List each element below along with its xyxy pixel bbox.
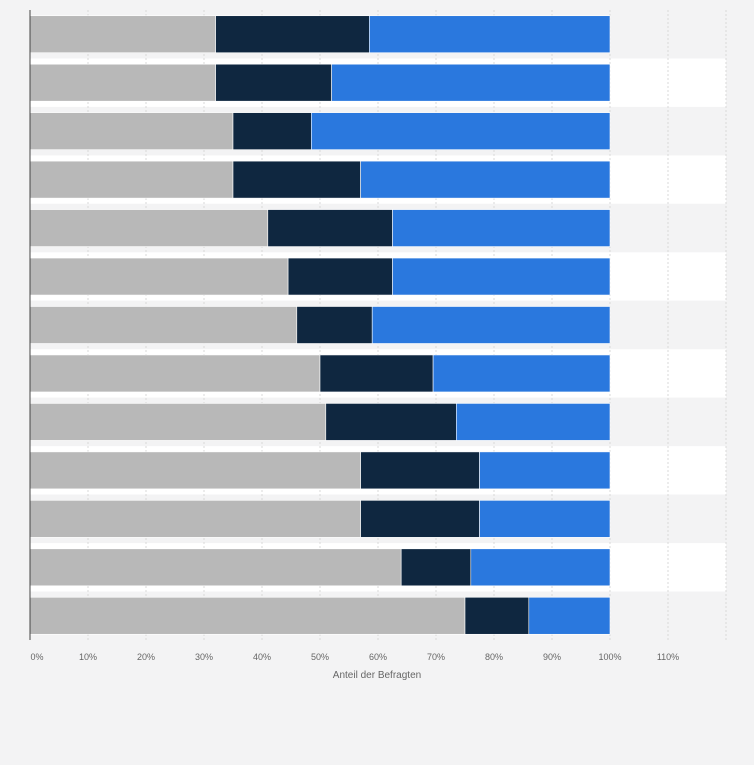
bar-segment-series-3 bbox=[392, 257, 611, 296]
bar-segment-series-1 bbox=[29, 596, 466, 635]
x-tick-label: 60% bbox=[369, 652, 387, 662]
bar-segment-series-2 bbox=[360, 451, 480, 490]
x-axis-label: Anteil der Befragten bbox=[333, 670, 421, 681]
bars bbox=[29, 15, 611, 635]
x-tick-label: 50% bbox=[311, 652, 329, 662]
bar-segment-series-3 bbox=[368, 15, 611, 54]
bar-segment-series-1 bbox=[29, 160, 234, 199]
x-tick-label: 70% bbox=[427, 652, 445, 662]
x-tick-label: 40% bbox=[253, 652, 271, 662]
bar-segment-series-3 bbox=[479, 500, 611, 538]
bar-segment-series-3 bbox=[310, 112, 611, 150]
bar-segment-series-1 bbox=[29, 548, 402, 587]
x-tick-label: 90% bbox=[543, 652, 561, 662]
bar-segment-series-1 bbox=[29, 15, 216, 54]
bar-segment-series-3 bbox=[432, 354, 611, 393]
x-tick-label: 80% bbox=[485, 652, 503, 662]
x-axis: 0% 10% 20% 30% 40% 50% 60% 70% 80% 90% 100% 110% bbox=[29, 10, 679, 662]
bar-segment-series-2 bbox=[464, 596, 530, 635]
bar-segment-series-1 bbox=[29, 354, 321, 393]
bar-segment-series-2 bbox=[287, 257, 393, 296]
bar-segment-series-1 bbox=[29, 403, 327, 441]
bar-segment-series-3 bbox=[331, 63, 611, 102]
bar-segment-series-2 bbox=[232, 160, 361, 199]
bar-segment-series-2 bbox=[267, 209, 393, 247]
bar-segment-series-1 bbox=[29, 112, 234, 150]
x-tick-label: 0% bbox=[30, 652, 43, 662]
bar-segment-series-1 bbox=[29, 63, 216, 102]
x-tick-label: 100% bbox=[598, 652, 621, 662]
bar-segment-series-3 bbox=[371, 306, 611, 344]
bar-segment-series-3 bbox=[528, 596, 611, 635]
bar-segment-series-2 bbox=[325, 403, 457, 441]
bar-segment-series-3 bbox=[470, 548, 611, 587]
bar-segment-series-3 bbox=[455, 403, 611, 441]
x-tick-label: 20% bbox=[137, 652, 155, 662]
x-tick-label: 110% bbox=[657, 652, 679, 662]
bar-segment-series-1 bbox=[29, 500, 361, 538]
bar-segment-series-1 bbox=[29, 209, 269, 247]
x-tick-label: 10% bbox=[79, 652, 97, 662]
bar-segment-series-2 bbox=[296, 306, 373, 344]
bar-segment-series-2 bbox=[400, 548, 472, 587]
bar-segment-series-3 bbox=[479, 451, 611, 490]
bar-segment-series-3 bbox=[360, 160, 611, 199]
bar-segment-series-2 bbox=[360, 500, 480, 538]
bar-segment-series-1 bbox=[29, 257, 289, 296]
bar-segment-series-1 bbox=[29, 306, 298, 344]
bar-segment-series-2 bbox=[319, 354, 434, 393]
bar-segment-series-2 bbox=[232, 112, 312, 150]
bar-segment-series-1 bbox=[29, 451, 361, 490]
x-tick-label: 30% bbox=[195, 652, 213, 662]
bar-segment-series-2 bbox=[215, 63, 332, 102]
bar-segment-series-2 bbox=[215, 15, 370, 54]
bar-segment-series-3 bbox=[392, 209, 611, 247]
